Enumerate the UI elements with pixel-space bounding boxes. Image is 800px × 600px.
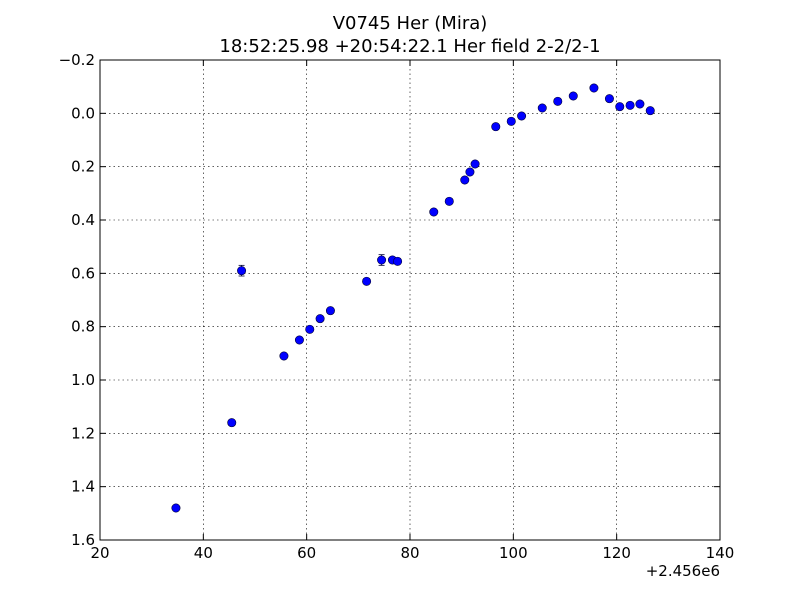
data-point	[635, 99, 645, 109]
data-points	[171, 83, 655, 513]
y-tick-label: 0.2	[71, 158, 95, 176]
data-point	[377, 255, 387, 265]
y-tick-label: 0.6	[71, 264, 95, 282]
data-point	[645, 106, 655, 116]
x-tick-label: 40	[194, 544, 213, 562]
x-tick-label: 80	[400, 544, 419, 562]
data-point	[305, 324, 315, 334]
data-point	[537, 103, 547, 113]
y-tick-label: 0.0	[71, 104, 95, 122]
data-point	[444, 196, 454, 206]
data-point	[171, 503, 181, 513]
chart-subtitle: 18:52:25.98 +20:54:22.1 Her field 2-2/2-…	[219, 36, 600, 57]
data-point	[470, 159, 480, 169]
x-tick-label: 140	[706, 544, 735, 562]
data-point	[589, 83, 599, 93]
data-point	[227, 418, 237, 428]
data-point	[568, 91, 578, 101]
axis-ticks: 20 40 60 80 100 120 140 −0.2 0.0 0.2 0.4 0.6 0.8 1.0 1…	[59, 51, 735, 562]
data-point	[294, 335, 304, 345]
data-point	[429, 207, 439, 217]
x-offset-label: +2.456e6	[646, 562, 720, 580]
data-point	[465, 167, 475, 177]
y-tick-label: −0.2	[59, 51, 95, 69]
y-tick-label: 0.8	[71, 318, 95, 336]
data-point	[237, 266, 247, 276]
x-tick-label: 60	[297, 544, 316, 562]
chart-title: V0745 Her (Mira)	[333, 13, 488, 34]
data-point	[506, 116, 516, 126]
y-tick-label: 0.4	[71, 211, 95, 229]
data-point	[460, 175, 470, 185]
data-point	[315, 314, 325, 324]
y-tick-label: 1.0	[71, 371, 95, 389]
x-tick-label: 100	[499, 544, 528, 562]
data-point	[517, 111, 527, 121]
grid	[100, 60, 720, 540]
data-point	[604, 94, 614, 104]
x-tick-label: 20	[90, 544, 109, 562]
data-point	[615, 102, 625, 112]
x-tick-label: 120	[602, 544, 631, 562]
data-point	[362, 276, 372, 286]
data-point	[625, 100, 635, 110]
data-point	[393, 256, 403, 266]
data-point	[325, 306, 335, 316]
data-point	[553, 96, 563, 106]
y-tick-label: 1.4	[71, 478, 95, 496]
plot-frame	[99, 59, 721, 541]
data-point	[279, 351, 289, 361]
y-tick-label: 1.2	[71, 424, 95, 442]
y-tick-label: 1.6	[71, 531, 95, 549]
data-point	[491, 122, 501, 132]
